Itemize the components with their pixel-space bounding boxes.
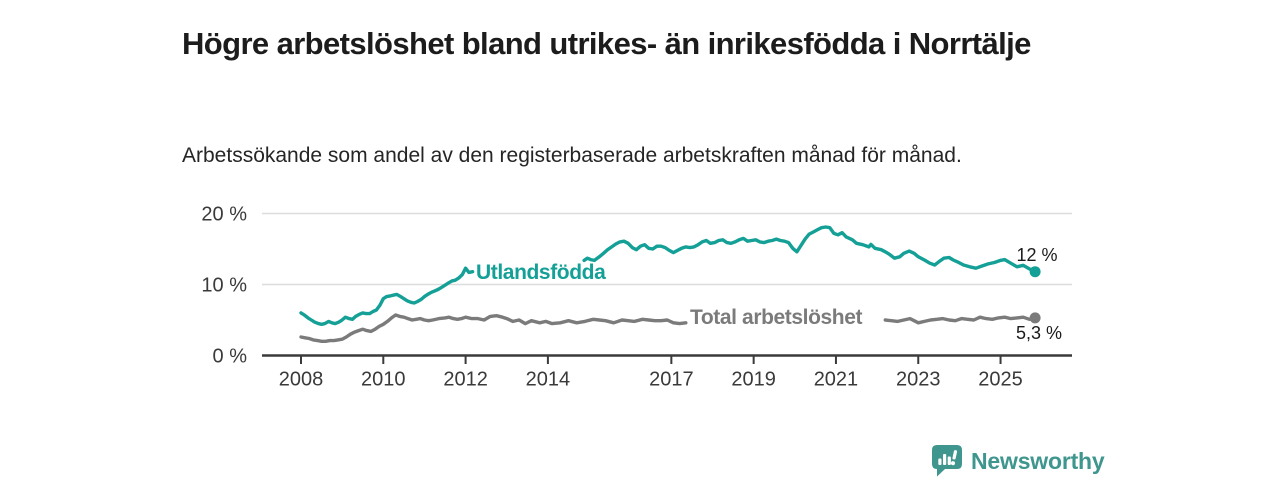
series-line xyxy=(582,225,1037,274)
series-line xyxy=(883,315,1037,325)
x-tick-label: 2023 xyxy=(896,369,941,391)
y-tick-label: 0 % xyxy=(213,346,248,368)
newsworthy-logo-text: Newsworthy xyxy=(971,447,1105,474)
y-tick-label: 10 % xyxy=(201,275,247,297)
x-tick-label: 2010 xyxy=(361,369,406,391)
series-line xyxy=(299,266,475,326)
end-value-label-utlandsfodda: 12 % xyxy=(1016,245,1058,265)
series-line xyxy=(299,313,688,343)
newsworthy-logo: Newsworthy xyxy=(932,445,1105,477)
bar-chart-speech-bubble-icon xyxy=(932,445,962,477)
x-tick-label: 2017 xyxy=(649,369,694,391)
x-tick-label: 2008 xyxy=(279,369,324,391)
series-end-dot xyxy=(1029,266,1041,278)
end-value-label-total: 5,3 % xyxy=(1015,323,1063,343)
x-tick-label: 2021 xyxy=(814,369,859,391)
series-end-dot xyxy=(1029,312,1041,324)
x-tick-label: 2019 xyxy=(731,369,776,391)
x-tick-label: 2012 xyxy=(443,369,488,391)
x-tick-label: 2014 xyxy=(526,369,571,391)
page-title: Högre arbetslöshet bland utrikes- än inr… xyxy=(182,25,1031,61)
series-label-utlandsfodda: Utlandsfödda xyxy=(476,261,606,284)
series-label-total-arbetsloshet: Total arbetslöshet xyxy=(690,306,863,329)
y-tick-label: 20 % xyxy=(201,204,247,226)
page-subtitle: Arbetssökande som andel av den registerb… xyxy=(182,144,962,167)
x-tick-label: 2025 xyxy=(978,369,1023,391)
